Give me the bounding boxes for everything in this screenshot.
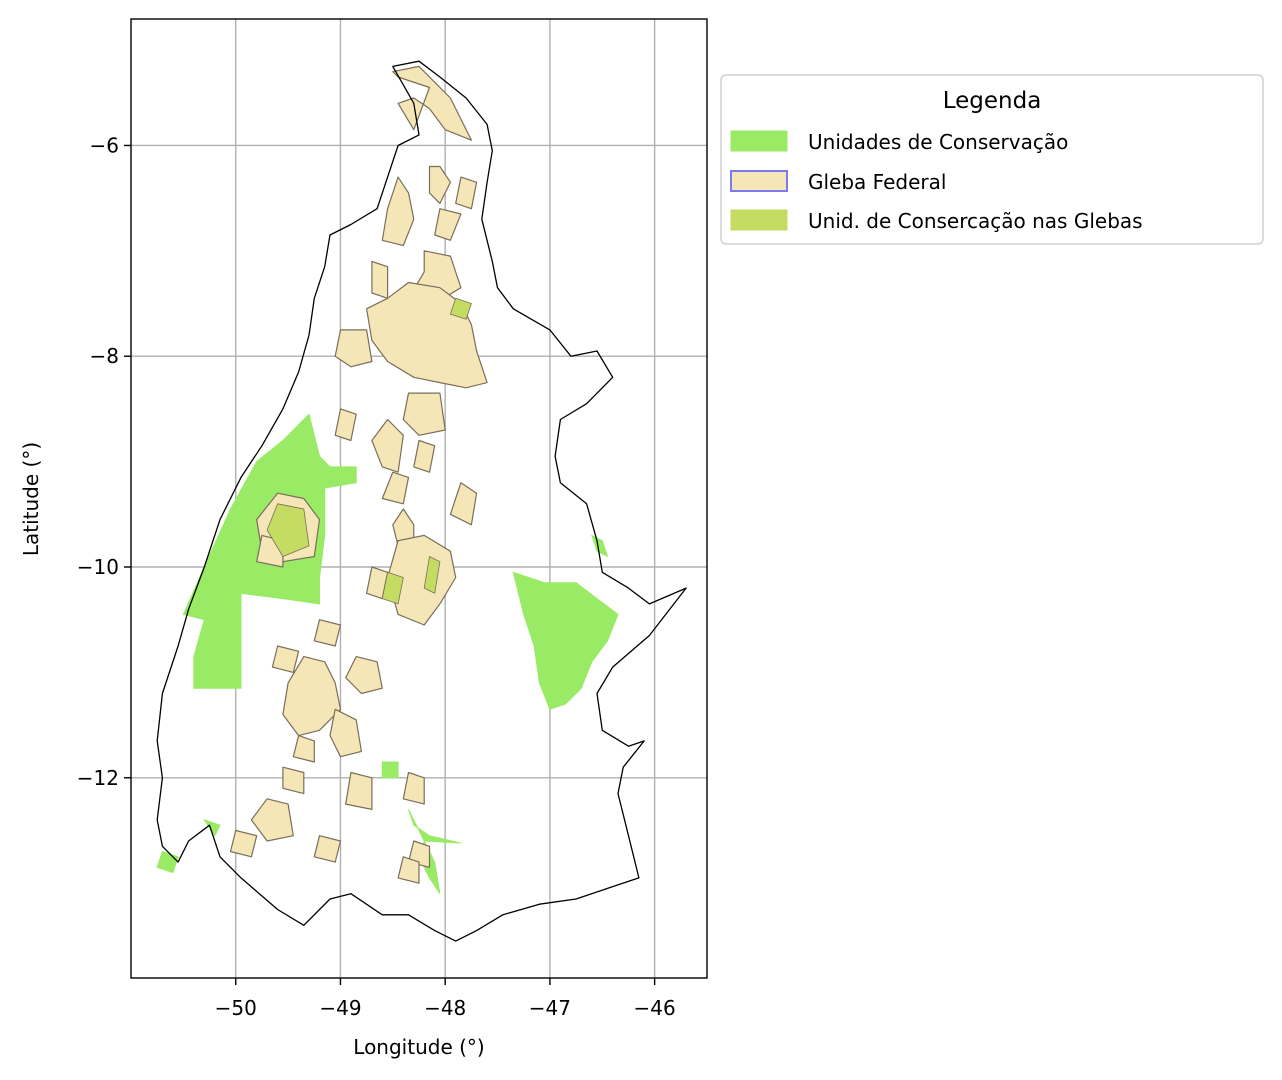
gleba-federal-22 — [345, 655, 383, 695]
gleba-federal-27 — [402, 771, 425, 805]
legend-label-conservation: Unidades de Conservação — [808, 130, 1068, 154]
x-tick-label-3: −47 — [529, 996, 571, 1020]
x-tick-label-0: −50 — [215, 996, 257, 1020]
gleba-federal-26 — [282, 766, 305, 795]
plot-area: −50 −49 −48 −47 −46 −6 −8 −10 −12 — [77, 18, 708, 1020]
gleba-federal-1 — [381, 176, 415, 247]
legend-swatch-gleba — [730, 170, 788, 192]
plot-frame — [130, 18, 708, 979]
y-axis-label: Latitude (°) — [19, 442, 43, 556]
gleba-federal-9 — [402, 392, 446, 436]
conservation-unit-1 — [512, 571, 619, 710]
y-tick-label-3: −12 — [77, 766, 119, 790]
gleba-federal-6 — [371, 260, 389, 299]
gleba-federal-20 — [271, 645, 300, 674]
conservation-unit-3 — [381, 761, 399, 779]
y-tick-label-0: −6 — [90, 133, 119, 157]
overlap-units-layer — [266, 297, 472, 605]
legend-title: Legenda — [943, 88, 1042, 114]
plot-background — [131, 19, 707, 978]
conservation-unit-2 — [590, 534, 609, 558]
x-tick-label-4: −46 — [634, 996, 676, 1020]
legend: Legenda Unidades de Conservação Gleba Fe… — [720, 74, 1264, 245]
gleba-federal-21 — [282, 655, 342, 737]
legend-frame — [720, 74, 1264, 245]
legend-label-overlap: Unid. de Consercação nas Glebas — [808, 209, 1143, 233]
legend-swatch-conservation — [730, 130, 788, 152]
gleba-federal-4 — [434, 208, 462, 241]
gleba-federal-14 — [449, 482, 478, 526]
conservation-unit-6 — [203, 818, 221, 837]
gleba-federal-2 — [428, 165, 451, 204]
gleba-federal-10 — [371, 418, 404, 473]
gleba-federal-32 — [397, 856, 420, 884]
gleba-federal-3 — [455, 176, 478, 210]
gleba-federal-layer — [229, 65, 488, 884]
overlap-unit-1 — [266, 503, 310, 557]
overlap-unit-0 — [449, 297, 472, 320]
x-axis-ticks: −50 −49 −48 −47 −46 — [215, 978, 676, 1020]
y-axis-ticks: −6 −8 −10 −12 — [77, 133, 131, 790]
gleba-federal-12 — [334, 408, 357, 442]
x-tick-label-1: −49 — [319, 996, 361, 1020]
gleba-federal-28 — [250, 798, 294, 842]
state-outline — [156, 60, 687, 942]
gleba-federal-11 — [413, 439, 436, 473]
y-tick-label-2: −10 — [77, 555, 119, 579]
gleba-federal-8 — [334, 329, 373, 368]
y-tick-label-1: −8 — [90, 344, 119, 368]
overlap-unit-3 — [423, 555, 441, 594]
gleba-federal-23 — [329, 708, 362, 758]
gleba-federal-0 — [392, 65, 472, 141]
gleba-federal-30 — [313, 835, 342, 863]
gleba-federal-29 — [229, 829, 258, 858]
legend-swatch-overlap — [730, 209, 788, 231]
legend-label-gleba: Gleba Federal — [808, 170, 946, 194]
gleba-federal-13 — [381, 471, 410, 505]
overlap-unit-2 — [381, 571, 404, 605]
gleba-federal-24 — [292, 734, 315, 763]
x-tick-label-2: −48 — [424, 996, 466, 1020]
state-outline-layer — [156, 60, 687, 942]
x-axis-label: Longitude (°) — [353, 1035, 484, 1059]
map-layers — [156, 60, 687, 942]
gleba-federal-25 — [345, 771, 373, 811]
gleba-federal-19 — [313, 619, 342, 647]
